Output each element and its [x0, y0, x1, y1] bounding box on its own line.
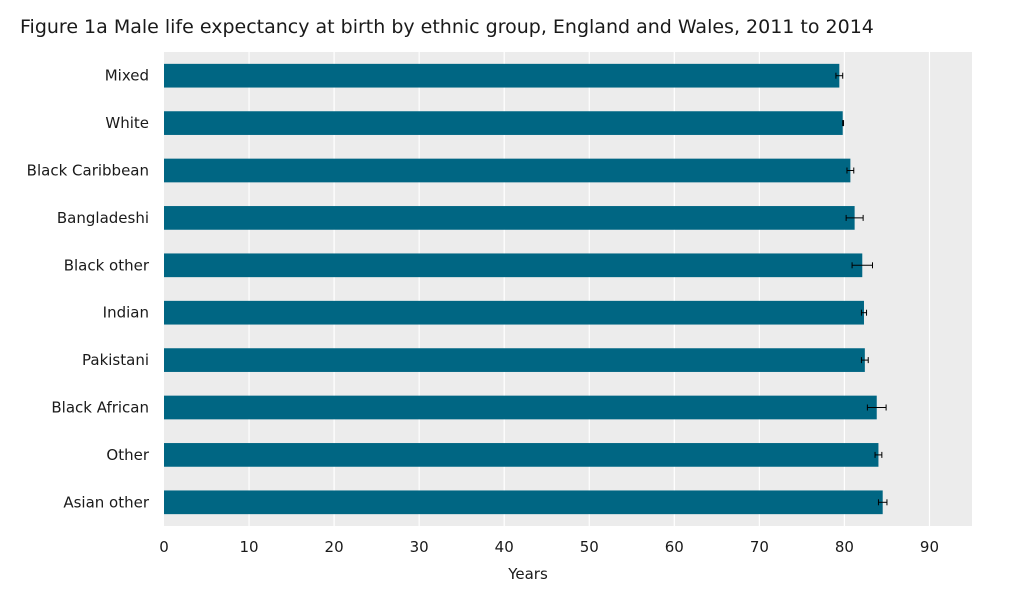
chart-title: Figure 1a Male life expectancy at birth …: [20, 16, 874, 38]
x-tick-label: 50: [580, 538, 599, 556]
bar: [164, 63, 840, 88]
category-label: Black African: [51, 399, 149, 417]
x-tick-label: 70: [750, 538, 769, 556]
x-axis-label: Years: [507, 565, 548, 583]
x-tick-label: 20: [325, 538, 344, 556]
bar: [164, 395, 877, 420]
bar: [164, 300, 864, 325]
category-label: White: [105, 114, 149, 132]
bars: [164, 63, 883, 515]
category-label: Black Caribbean: [27, 162, 149, 180]
category-label: Other: [106, 446, 149, 464]
x-tick-label: 0: [159, 538, 169, 556]
bar: [164, 111, 843, 135]
x-tick-label: 60: [665, 538, 684, 556]
bar: [164, 490, 883, 515]
bar: [164, 348, 865, 372]
category-label: Bangladeshi: [57, 209, 149, 227]
category-label: Indian: [103, 304, 149, 322]
category-label: Black other: [64, 256, 150, 274]
bar: [164, 158, 851, 183]
x-tick-label: 40: [495, 538, 514, 556]
category-labels: Mixed White Black Caribbean Bangladeshi Blac…: [27, 67, 150, 512]
x-tick-label: 80: [835, 538, 854, 556]
bar: [164, 443, 879, 467]
bar: [164, 206, 855, 230]
category-label: Mixed: [105, 67, 149, 85]
category-label: Asian other: [63, 493, 150, 511]
x-tick-label: 30: [410, 538, 429, 556]
error-bars: [835, 72, 888, 506]
x-tick-label: 10: [240, 538, 259, 556]
bar: [164, 253, 863, 278]
x-tick-label: 90: [920, 538, 939, 556]
category-label: Pakistani: [82, 351, 149, 369]
x-tick-labels: 0 10 20 30 40 50 60 70 80 90: [159, 538, 939, 556]
